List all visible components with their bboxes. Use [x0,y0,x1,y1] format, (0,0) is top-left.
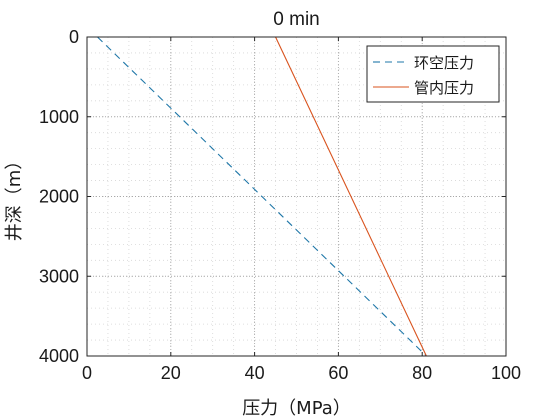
y-tick-label: 4000 [39,346,79,366]
x-axis-title: 压力（MPa） [242,398,351,419]
chart-title: 0 min [273,9,319,30]
y-axis-title: 井深（m） [4,152,25,242]
y-tick-label: 3000 [39,266,79,286]
legend: 环空压力 管内压力 [366,45,500,103]
legend-label-annulus: 环空压力 [414,54,474,72]
x-tick-label: 100 [491,363,521,383]
y-tick-label: 2000 [39,187,79,207]
x-tick-label: 60 [328,363,348,383]
y-tick-label: 0 [69,27,79,47]
x-tick-label: 0 [82,363,92,383]
legend-label-tubing: 管内压力 [414,79,474,97]
y-tick-label: 1000 [39,107,79,127]
series-line-tubing [275,36,427,357]
x-tick-label: 40 [245,363,265,383]
x-tick-label: 20 [161,363,181,383]
legend-box [366,45,500,103]
x-tick-label: 80 [412,363,432,383]
series-lines [97,36,427,357]
series-line-annulus [97,36,427,357]
